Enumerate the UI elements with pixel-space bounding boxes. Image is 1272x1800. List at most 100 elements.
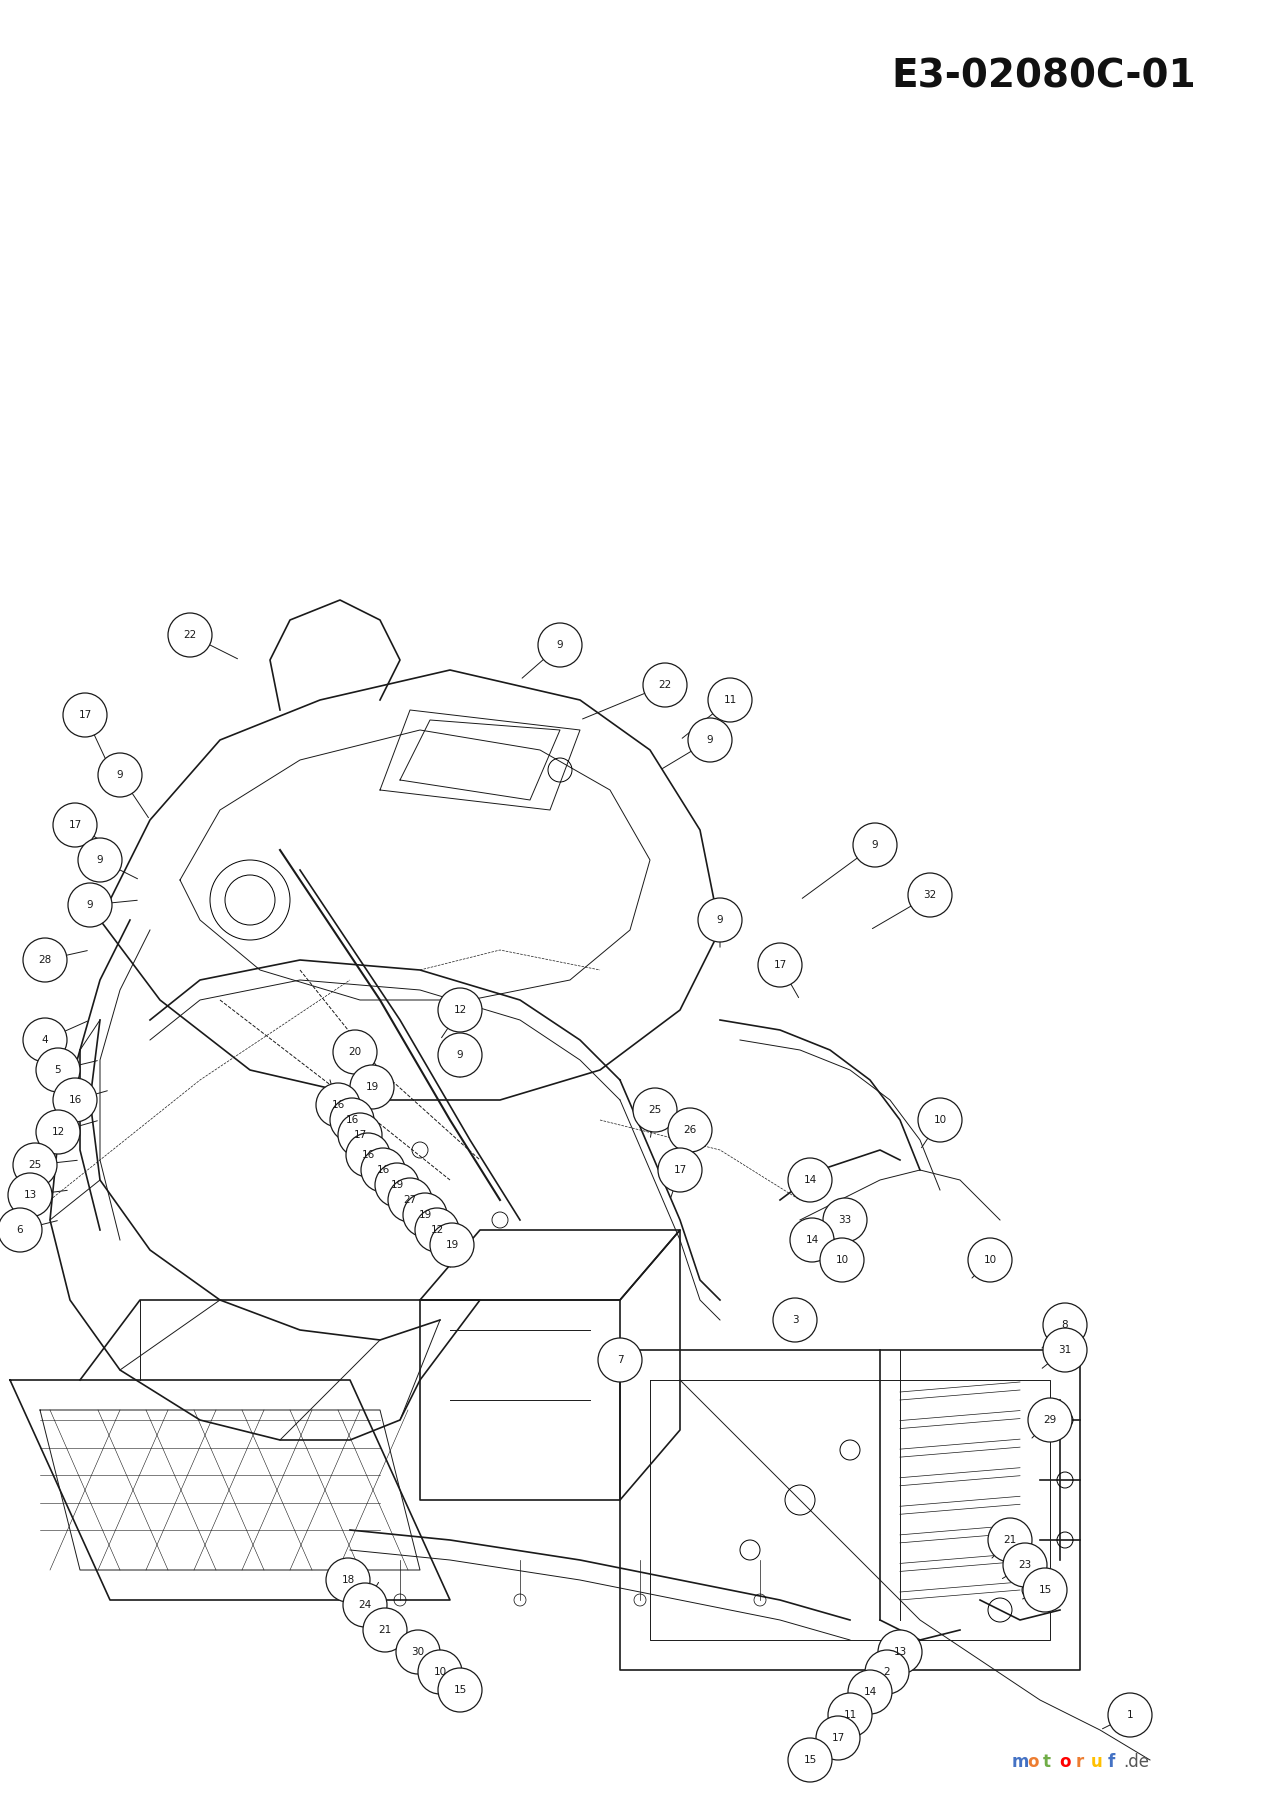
Text: E3-02080C-01: E3-02080C-01: [892, 58, 1196, 95]
Text: 16: 16: [377, 1165, 389, 1175]
Circle shape: [1028, 1399, 1072, 1442]
Text: .de: .de: [1123, 1753, 1149, 1771]
Circle shape: [438, 988, 482, 1031]
Text: 9: 9: [871, 841, 878, 850]
Circle shape: [388, 1177, 432, 1222]
Text: 16: 16: [361, 1150, 375, 1159]
Text: 19: 19: [391, 1181, 403, 1190]
Text: 10: 10: [434, 1667, 446, 1678]
Text: 15: 15: [453, 1685, 467, 1696]
Text: 13: 13: [23, 1190, 37, 1201]
Text: 9: 9: [457, 1049, 463, 1060]
Text: 13: 13: [893, 1647, 907, 1658]
Circle shape: [438, 1033, 482, 1076]
Circle shape: [828, 1694, 873, 1737]
Text: 16: 16: [332, 1100, 345, 1111]
Text: o: o: [1028, 1753, 1039, 1771]
Text: 17: 17: [79, 709, 92, 720]
Circle shape: [0, 1208, 42, 1253]
Circle shape: [820, 1238, 864, 1282]
Circle shape: [403, 1193, 446, 1237]
Circle shape: [23, 938, 67, 983]
Circle shape: [346, 1132, 391, 1177]
Circle shape: [1043, 1328, 1088, 1372]
Circle shape: [53, 803, 97, 848]
Circle shape: [817, 1715, 860, 1760]
Text: 31: 31: [1058, 1345, 1071, 1355]
Circle shape: [698, 898, 742, 941]
Circle shape: [1043, 1303, 1088, 1346]
Circle shape: [598, 1337, 642, 1382]
Circle shape: [168, 614, 212, 657]
Circle shape: [338, 1112, 382, 1157]
Circle shape: [918, 1098, 962, 1141]
Text: 17: 17: [673, 1165, 687, 1175]
Text: 14: 14: [805, 1235, 819, 1246]
Text: 9: 9: [557, 641, 563, 650]
Text: 27: 27: [403, 1195, 417, 1204]
Circle shape: [787, 1157, 832, 1202]
Circle shape: [758, 943, 803, 986]
Text: 30: 30: [411, 1647, 425, 1658]
Text: 25: 25: [28, 1159, 42, 1170]
Text: 10: 10: [983, 1255, 996, 1265]
Text: o: o: [1060, 1753, 1071, 1771]
Text: m: m: [1011, 1753, 1029, 1771]
Text: 22: 22: [183, 630, 197, 641]
Text: 28: 28: [38, 956, 52, 965]
Text: 24: 24: [359, 1600, 371, 1609]
Circle shape: [688, 718, 731, 761]
Text: 14: 14: [804, 1175, 817, 1184]
Text: 22: 22: [659, 680, 672, 689]
Text: 9: 9: [117, 770, 123, 779]
Text: 6: 6: [17, 1226, 23, 1235]
Circle shape: [668, 1109, 712, 1152]
Circle shape: [1023, 1568, 1067, 1613]
Text: t: t: [1043, 1753, 1051, 1771]
Circle shape: [658, 1148, 702, 1192]
Text: 10: 10: [934, 1114, 946, 1125]
Circle shape: [8, 1174, 52, 1217]
Circle shape: [13, 1143, 57, 1186]
Circle shape: [790, 1219, 834, 1262]
Circle shape: [865, 1651, 909, 1694]
Circle shape: [36, 1048, 80, 1093]
Circle shape: [363, 1607, 407, 1652]
Text: u: u: [1091, 1753, 1103, 1771]
Text: 14: 14: [864, 1687, 876, 1697]
Text: 25: 25: [649, 1105, 661, 1114]
Text: 9: 9: [86, 900, 93, 911]
Text: r: r: [1075, 1753, 1084, 1771]
Text: 18: 18: [341, 1575, 355, 1586]
Circle shape: [333, 1030, 377, 1075]
Circle shape: [326, 1559, 370, 1602]
Circle shape: [644, 662, 687, 707]
Text: 12: 12: [51, 1127, 65, 1138]
Circle shape: [329, 1098, 374, 1141]
Text: 4: 4: [42, 1035, 48, 1046]
Text: 17: 17: [69, 821, 81, 830]
Text: 16: 16: [69, 1094, 81, 1105]
Text: 20: 20: [349, 1048, 361, 1057]
Text: 23: 23: [1019, 1561, 1032, 1570]
Circle shape: [878, 1631, 922, 1674]
Text: 17: 17: [773, 959, 786, 970]
Text: 12: 12: [453, 1004, 467, 1015]
Text: 9: 9: [707, 734, 714, 745]
Text: 16: 16: [346, 1114, 359, 1125]
Circle shape: [633, 1087, 677, 1132]
Text: 2: 2: [884, 1667, 890, 1678]
Text: 10: 10: [836, 1255, 848, 1265]
Text: 9: 9: [97, 855, 103, 866]
Text: f: f: [1107, 1753, 1114, 1771]
Circle shape: [438, 1669, 482, 1712]
Text: 19: 19: [418, 1210, 431, 1220]
Text: 9: 9: [716, 914, 724, 925]
Circle shape: [854, 823, 897, 868]
Circle shape: [343, 1582, 387, 1627]
Text: 21: 21: [378, 1625, 392, 1634]
Circle shape: [350, 1066, 394, 1109]
Text: 5: 5: [55, 1066, 61, 1075]
Text: 33: 33: [838, 1215, 852, 1226]
Text: 17: 17: [832, 1733, 845, 1742]
